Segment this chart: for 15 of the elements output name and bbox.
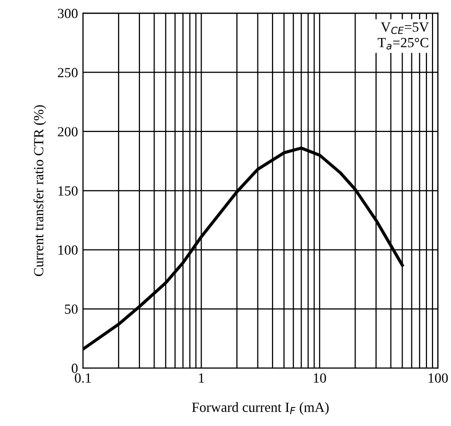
- y-tick-label: 100: [58, 245, 78, 255]
- annotation: V$_{CE}$=5V: [380, 22, 429, 34]
- x-tick-label: 10: [314, 373, 326, 383]
- annotation: T$_{a}$=25°C: [378, 38, 428, 50]
- y-tick-label: 50: [65, 304, 78, 314]
- y-tick-label: 250: [58, 68, 78, 78]
- y-tick-label: 200: [58, 127, 78, 136]
- x-tick-label: 0.1: [74, 373, 91, 383]
- x-tick-label: 1: [199, 373, 204, 383]
- x-tick-label: 100: [428, 373, 448, 383]
- y-tick-label: 300: [58, 8, 78, 18]
- y-axis-title: Current transfer ratio CTR (%): [33, 105, 46, 276]
- y-tick-label: 150: [58, 186, 78, 196]
- y-tick-label: 0: [72, 364, 78, 374]
- x-axis-title: Forward current I$_{F}$ (mA): [192, 402, 329, 415]
